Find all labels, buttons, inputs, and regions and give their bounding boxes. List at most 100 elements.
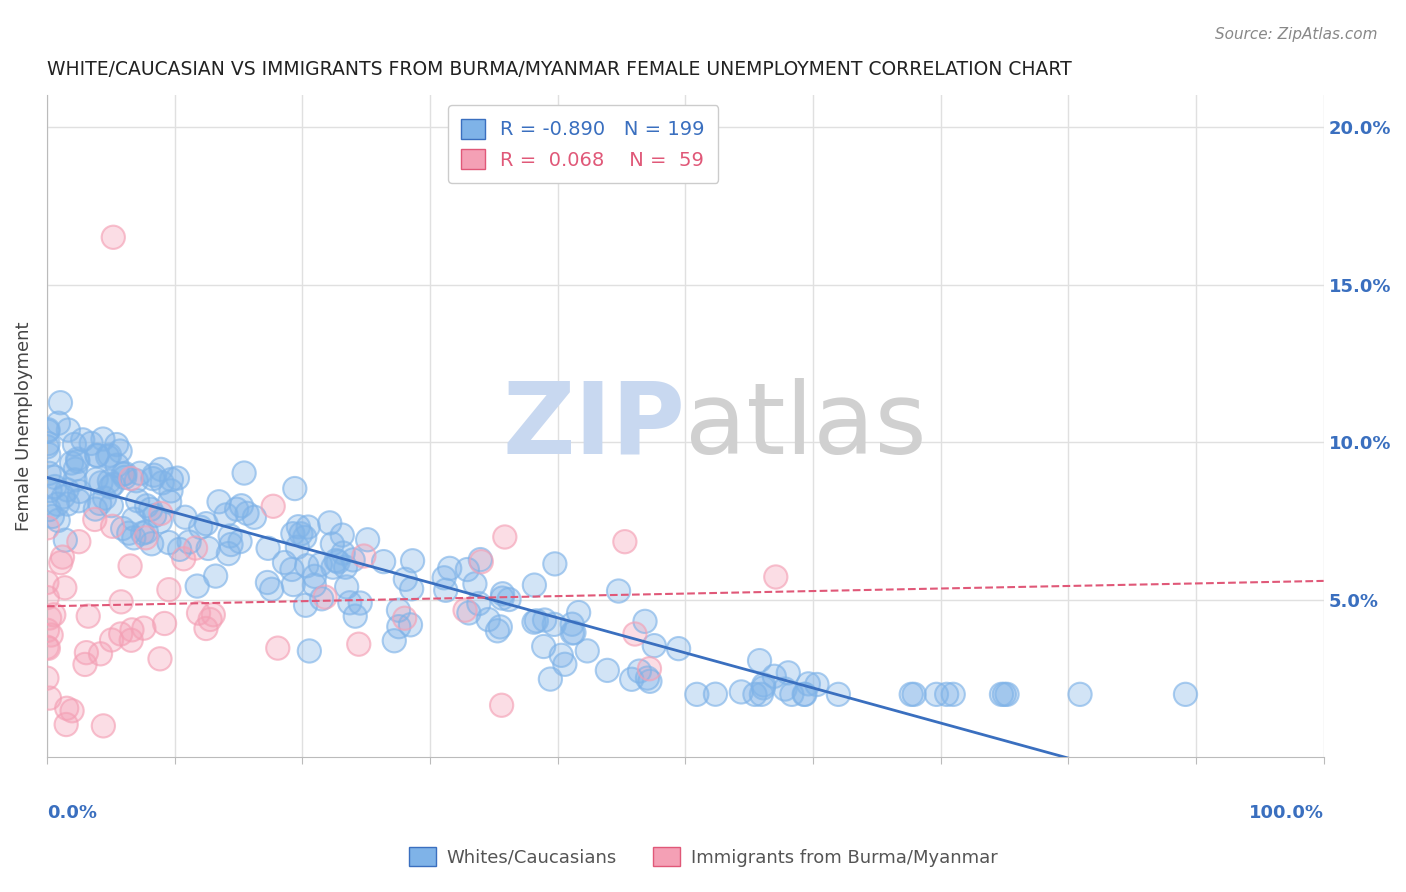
Point (491, 591, 513, 606)
Point (37, 424, 59, 438)
Point (38, 502, 60, 516)
Point (38, 502, 60, 516)
Point (730, 685, 752, 699)
Point (942, 687, 965, 701)
Point (287, 520, 309, 534)
Point (763, 669, 786, 683)
Point (55, 717, 77, 731)
Point (217, 547, 239, 561)
Point (141, 537, 163, 551)
Point (39, 628, 62, 642)
Point (46, 497, 69, 511)
Point (624, 627, 647, 641)
Legend: R = -0.890   N = 199, R =  0.068    N =  59: R = -0.890 N = 199, R = 0.068 N = 59 (449, 105, 718, 183)
Point (67, 493, 90, 508)
Point (72, 433, 94, 447)
Point (533, 640, 555, 654)
Point (150, 475, 173, 490)
Point (373, 555, 395, 569)
Point (100, 499, 122, 513)
Point (93, 719, 115, 733)
Text: ZIP: ZIP (502, 378, 685, 475)
Point (93, 491, 115, 505)
Point (97, 450, 120, 464)
Point (35, 671, 58, 685)
Point (219, 537, 242, 551)
Point (309, 558, 332, 572)
Point (56, 497, 79, 511)
Point (281, 526, 304, 541)
Point (157, 535, 180, 549)
Point (399, 617, 422, 632)
Point (285, 540, 308, 554)
Point (638, 662, 661, 676)
Point (101, 519, 124, 533)
Point (127, 493, 149, 508)
Point (325, 553, 347, 567)
Point (236, 506, 259, 520)
Point (562, 625, 585, 640)
Point (122, 512, 145, 526)
Point (63, 437, 86, 451)
Point (638, 662, 661, 676)
Point (77, 609, 100, 624)
Point (122, 531, 145, 545)
Point (257, 541, 280, 556)
Point (173, 551, 195, 566)
Point (208, 495, 231, 509)
Point (41, 509, 63, 524)
Point (752, 681, 775, 695)
Point (544, 557, 567, 571)
Point (37, 436, 59, 450)
Point (58, 423, 80, 437)
Point (628, 664, 651, 678)
Point (1069, 687, 1091, 701)
Point (105, 437, 128, 451)
Point (494, 530, 516, 544)
Point (620, 673, 643, 687)
Point (995, 687, 1018, 701)
Point (433, 571, 456, 585)
Point (125, 474, 148, 488)
Point (129, 467, 152, 481)
Text: WHITE/CAUCASIAN VS IMMIGRANTS FROM BURMA/MYANMAR FEMALE UNEMPLOYMENT CORRELATION: WHITE/CAUCASIAN VS IMMIGRANTS FROM BURMA… (46, 60, 1071, 78)
Point (63, 473, 86, 487)
Point (233, 466, 256, 480)
Point (765, 570, 787, 584)
Point (35, 640, 58, 655)
Point (458, 606, 481, 620)
Point (942, 687, 965, 701)
Point (543, 617, 565, 632)
Point (187, 606, 209, 620)
Point (160, 483, 183, 498)
Point (613, 534, 636, 549)
Point (149, 652, 172, 666)
Point (780, 687, 803, 701)
Point (330, 528, 353, 542)
Point (38, 611, 60, 625)
Point (342, 553, 364, 567)
Point (434, 583, 457, 598)
Point (77, 609, 100, 624)
Point (108, 444, 131, 458)
Point (157, 582, 180, 597)
Point (208, 495, 231, 509)
Point (730, 685, 752, 699)
Point (523, 615, 546, 630)
Point (114, 467, 136, 481)
Point (793, 687, 815, 701)
Point (51, 550, 73, 565)
Point (157, 582, 180, 597)
Point (63, 437, 86, 451)
Point (336, 580, 359, 594)
Point (101, 477, 124, 491)
Point (67, 534, 90, 549)
Point (39, 628, 62, 642)
Point (297, 520, 319, 534)
Legend: Whites/Caucasians, Immigrants from Burma/Myanmar: Whites/Caucasians, Immigrants from Burma… (401, 840, 1005, 874)
Point (394, 611, 416, 625)
Point (935, 687, 957, 701)
Point (283, 577, 305, 591)
Point (434, 583, 457, 598)
Point (339, 596, 361, 610)
